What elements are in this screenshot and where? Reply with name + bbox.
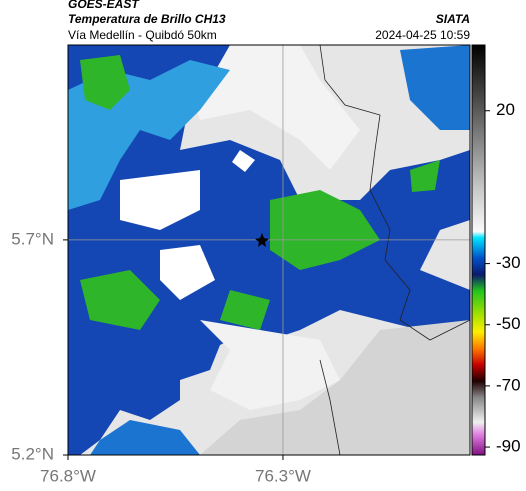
colorbar [471, 44, 486, 456]
x-tick-label: 76.3°W [255, 466, 311, 485]
colorbar-label: -30 [496, 253, 521, 272]
title: GOES-EAST [68, 0, 140, 11]
route: Vía Medellín - Quibdó 50km [68, 28, 217, 42]
colorbar-label: 20 [496, 100, 515, 119]
subtitle: Temperatura de Brillo CH13 [68, 12, 226, 26]
y-tick-label: 5.2°N [11, 444, 54, 463]
colorbar-label: -50 [496, 314, 521, 333]
source: SIATA [436, 12, 470, 26]
y-tick-label: 5.7°N [11, 229, 54, 248]
x-tick-label: 76.8°W [40, 466, 96, 485]
colorbar-label: -70 [496, 375, 521, 394]
map-frame [67, 44, 471, 456]
axis-labels: 76.8°W 76.3°W 5.7°N 5.2°N 20 -30 -50 -70 -90 [11, 100, 520, 485]
timestamp: 2024-04-25 10:59 [375, 28, 470, 42]
satellite-image [68, 45, 470, 455]
location-marker [255, 233, 269, 247]
colorbar-label: -90 [496, 437, 521, 456]
